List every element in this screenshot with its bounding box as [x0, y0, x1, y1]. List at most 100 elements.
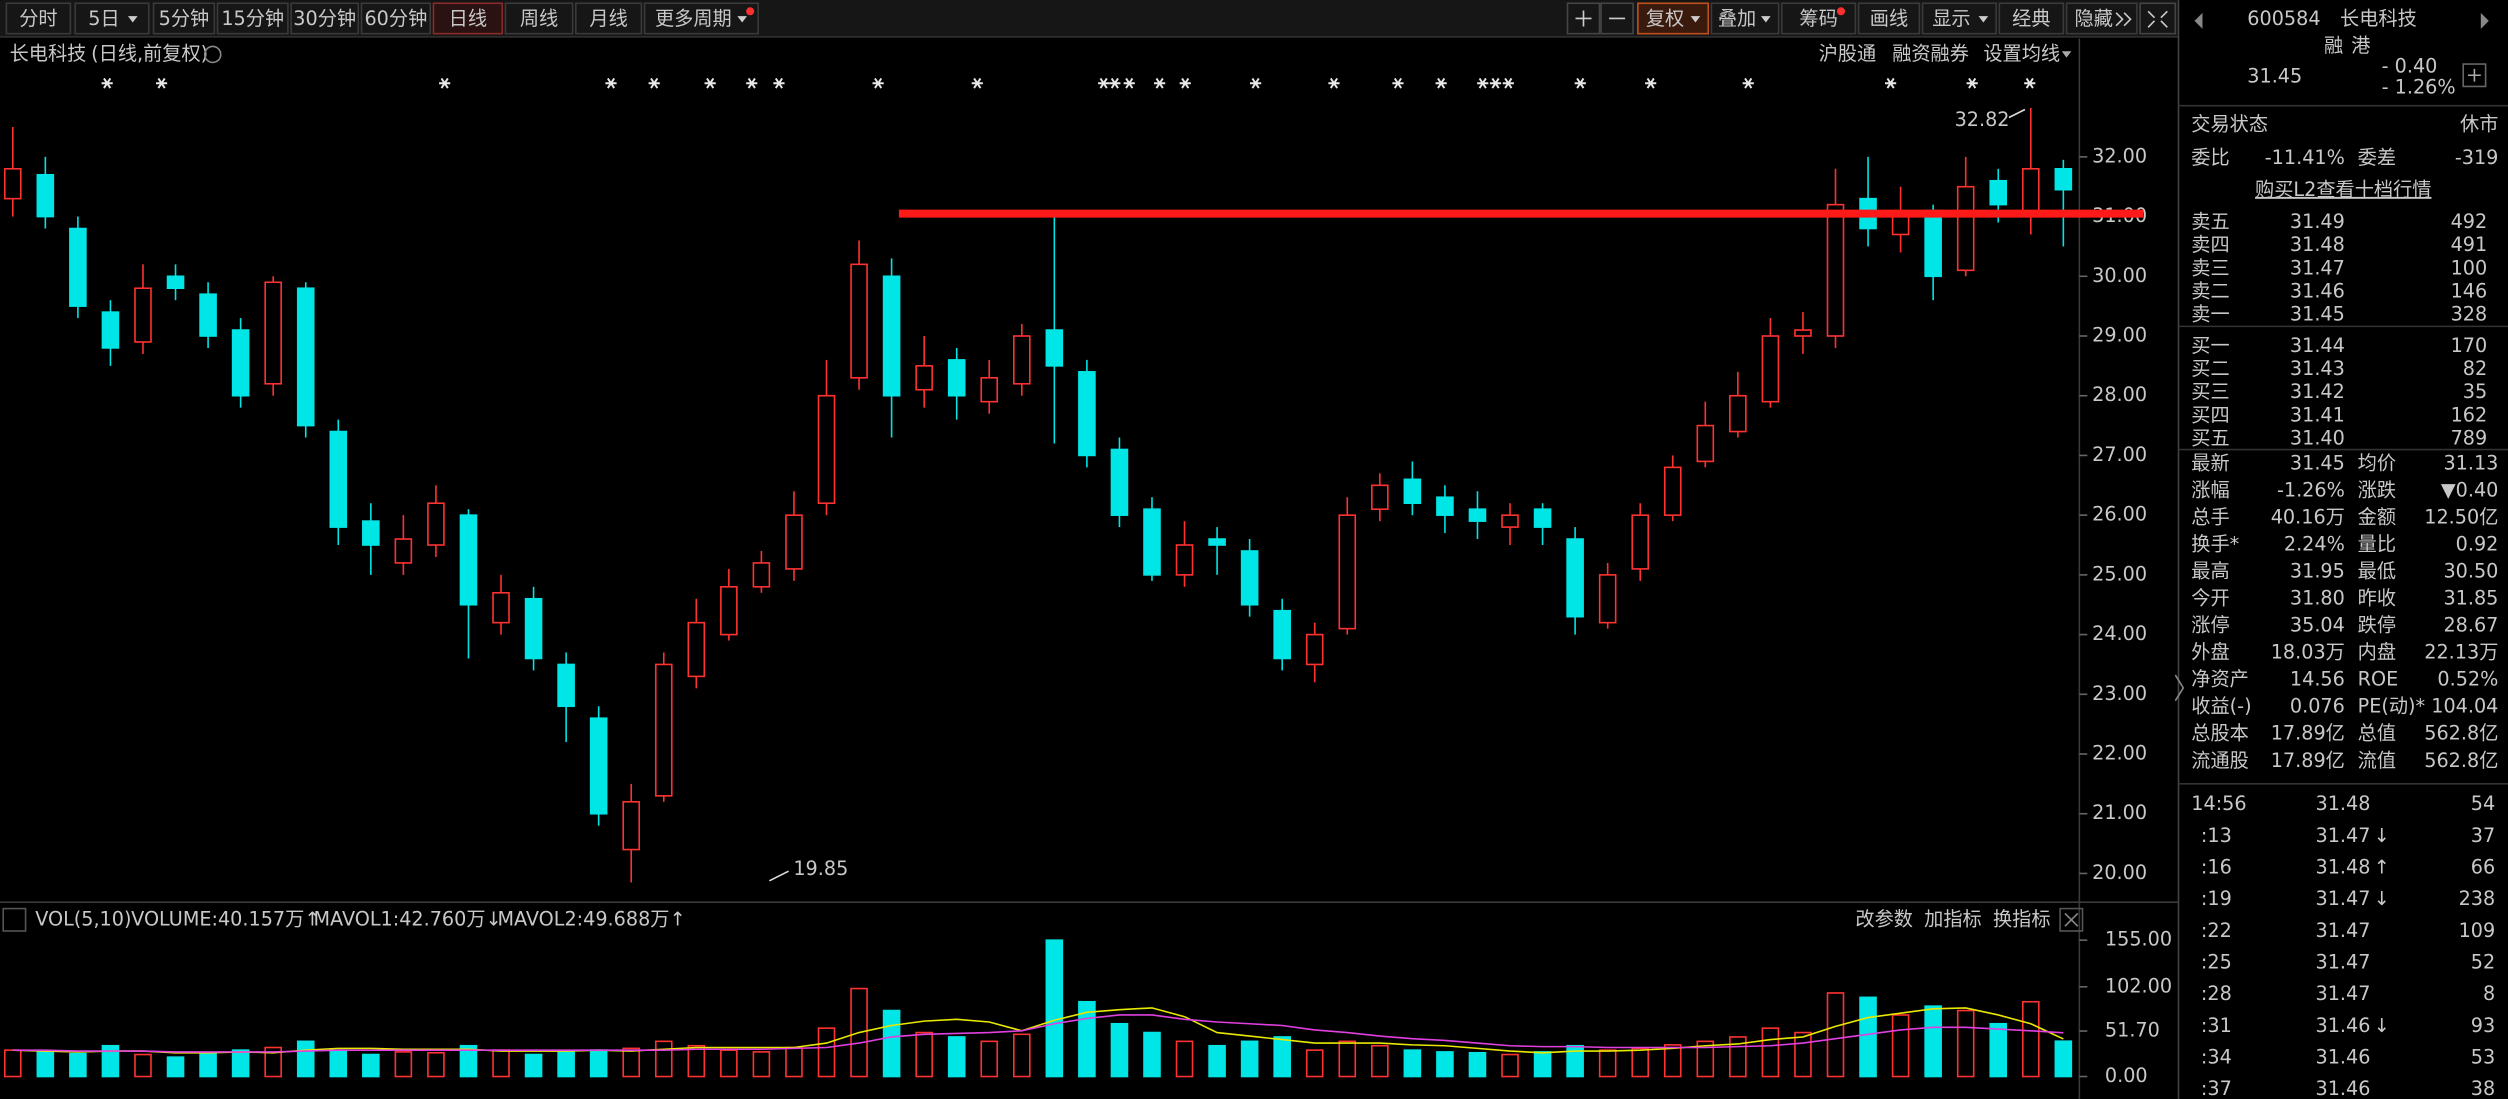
volume-bar	[1371, 1044, 1389, 1078]
event-marker[interactable]	[2024, 77, 2036, 89]
period-button[interactable]	[504, 2, 574, 35]
ratio-label: 委比	[2191, 146, 2229, 169]
help-icon[interactable]	[2, 907, 27, 932]
zoom-out[interactable]	[1600, 2, 1634, 35]
book-price: 31.42	[2290, 380, 2345, 403]
event-marker[interactable]	[1477, 77, 1489, 89]
event-marker[interactable]	[101, 77, 113, 89]
add-watch[interactable]	[2462, 63, 2487, 88]
next-stock[interactable]	[2480, 12, 2489, 29]
event-marker[interactable]	[439, 77, 451, 89]
event-marker[interactable]	[1645, 77, 1657, 89]
header-link[interactable]: 设置均线	[1983, 42, 2060, 65]
tool-button[interactable]	[1857, 2, 1921, 35]
settings-icon[interactable]	[203, 45, 222, 64]
prev-stock[interactable]	[2194, 12, 2203, 29]
tool-button[interactable]	[1710, 2, 1780, 35]
stat-label: 收益(-)	[2191, 695, 2251, 718]
period-button[interactable]	[290, 2, 360, 35]
header-link[interactable]: 融资融券	[1892, 42, 1969, 65]
event-marker[interactable]	[605, 77, 617, 89]
event-marker[interactable]	[1109, 77, 1121, 89]
event-marker[interactable]	[1123, 77, 1135, 89]
event-marker[interactable]	[773, 77, 785, 89]
header-link[interactable]: 沪股通	[1819, 42, 1877, 65]
volume-bar	[1956, 1009, 1975, 1078]
event-marker[interactable]	[155, 77, 168, 89]
period-button[interactable]	[216, 2, 289, 35]
event-marker[interactable]	[648, 77, 660, 89]
event-marker[interactable]	[1742, 77, 1754, 89]
event-marker[interactable]	[1502, 77, 1514, 89]
event-marker[interactable]	[1574, 77, 1586, 89]
dropdown-arrow	[1978, 16, 1989, 23]
event-marker[interactable]	[1392, 77, 1404, 89]
tool-button[interactable]	[1998, 2, 2065, 35]
volume-bar	[492, 1049, 510, 1078]
trade-volume: 8	[2483, 982, 2495, 1005]
candle-body	[1598, 574, 1617, 624]
period-button[interactable]	[74, 2, 150, 35]
dropdown-arrow	[1690, 16, 1701, 23]
candle-body	[1078, 371, 1096, 457]
mavol-line	[12, 1014, 2064, 1053]
indicator-button[interactable]: 改参数	[1855, 907, 1913, 930]
indicator-button[interactable]: 换指标	[1993, 907, 2051, 930]
tool-button[interactable]	[1781, 2, 1857, 35]
tool-label: 叠加	[1718, 7, 1756, 30]
event-marker[interactable]	[1179, 77, 1191, 89]
event-marker[interactable]	[1154, 77, 1166, 89]
period-button[interactable]	[5, 2, 72, 35]
indicator-name: VOL(5,10)	[35, 907, 131, 930]
stat-label: PE(动)*	[2358, 695, 2426, 718]
candle-body	[1468, 508, 1487, 522]
volume-bar	[1826, 992, 1845, 1078]
period-button[interactable]	[575, 2, 643, 35]
event-marker[interactable]	[1098, 77, 1110, 89]
event-marker[interactable]	[1884, 77, 1897, 89]
period-button[interactable]	[360, 2, 432, 35]
event-marker[interactable]	[1489, 77, 1502, 89]
indicator-button[interactable]: 加指标	[1924, 907, 1982, 930]
volume-bar	[329, 1049, 348, 1078]
zoom-in[interactable]	[1566, 2, 1601, 35]
collapse-handle[interactable]	[2174, 674, 2185, 702]
event-marker[interactable]	[1250, 77, 1262, 89]
book-volume: 170	[2451, 334, 2488, 357]
candle-body	[1305, 633, 1324, 666]
annotation-low: 19.85	[793, 857, 848, 880]
candle-body	[1533, 508, 1552, 528]
candle-body	[3, 167, 22, 200]
tool-button[interactable]	[2065, 2, 2138, 35]
badge-dot	[1837, 7, 1846, 16]
y-tick-label: 21.00	[2092, 801, 2147, 824]
event-marker[interactable]	[971, 77, 983, 89]
l2-link[interactable]: 购买L2查看十档行情	[2255, 178, 2431, 201]
fullscreen[interactable]	[2139, 2, 2177, 35]
candle-body	[231, 329, 250, 397]
event-marker[interactable]	[1328, 77, 1340, 89]
period-button[interactable]	[432, 2, 504, 35]
event-marker[interactable]	[746, 77, 758, 89]
candle-body	[622, 800, 641, 851]
stock-tag: 港	[2351, 34, 2370, 57]
period-button[interactable]	[643, 2, 759, 35]
tool-button[interactable]	[1921, 2, 1997, 35]
book-volume: 162	[2451, 403, 2488, 426]
candle-body	[1826, 203, 1845, 337]
y-tick-label: 24.00	[2092, 622, 2147, 645]
y-tick-label: 23.00	[2092, 682, 2147, 705]
volume-bar	[915, 1031, 933, 1078]
event-marker[interactable]	[1435, 77, 1447, 89]
event-marker[interactable]	[704, 77, 716, 89]
y-tick-label: 0.00	[2105, 1064, 2148, 1087]
event-marker[interactable]	[1966, 77, 1978, 89]
candle-body	[1110, 448, 1129, 516]
period-button[interactable]	[152, 2, 216, 35]
candle-body	[524, 597, 543, 660]
stat-label: 净资产	[2191, 668, 2249, 691]
event-marker[interactable]	[872, 77, 884, 89]
close-indicator[interactable]	[2059, 907, 2084, 932]
stat-label: 涨停	[2191, 614, 2229, 637]
